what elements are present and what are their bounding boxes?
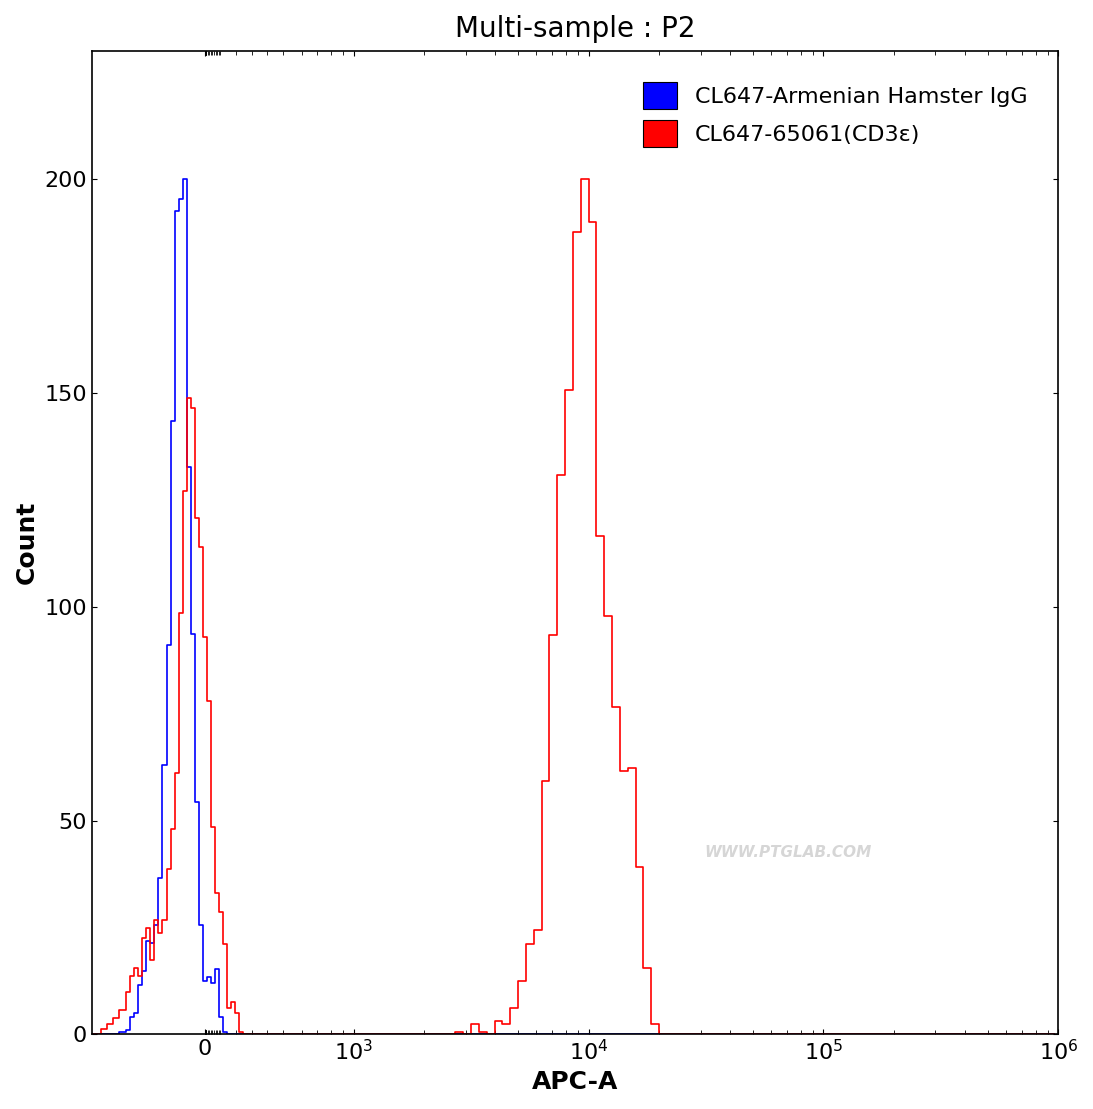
Title: Multi-sample : P2: Multi-sample : P2 [455, 16, 695, 43]
Y-axis label: Count: Count [15, 501, 39, 584]
Legend: CL647-Armenian Hamster IgG, CL647-65061(CD3ε): CL647-Armenian Hamster IgG, CL647-65061(… [635, 73, 1036, 156]
Text: WWW.PTGLAB.COM: WWW.PTGLAB.COM [704, 845, 871, 861]
X-axis label: APC-A: APC-A [532, 1070, 619, 1093]
